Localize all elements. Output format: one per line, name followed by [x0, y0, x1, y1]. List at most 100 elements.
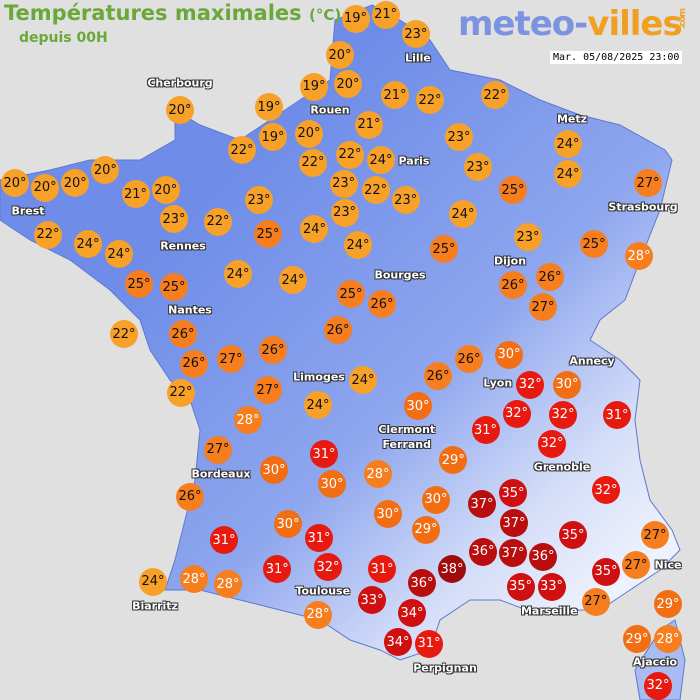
temperature-marker[interactable]: 27°: [204, 435, 232, 464]
temperature-marker[interactable]: 26°: [424, 362, 452, 391]
temperature-marker[interactable]: 37°: [468, 490, 496, 518]
temperature-marker[interactable]: 24°: [300, 215, 329, 243]
temperature-marker[interactable]: 21°: [371, 0, 400, 29]
temperature-marker[interactable]: 38°: [438, 555, 466, 583]
temperature-marker[interactable]: 27°: [217, 345, 245, 373]
temperature-marker[interactable]: 31°: [263, 555, 292, 583]
temperature-marker[interactable]: 24°: [344, 231, 372, 259]
meteo-villes-logo[interactable]: meteo-villes .com: [458, 4, 689, 44]
temperature-marker[interactable]: 27°: [581, 587, 610, 616]
temperature-marker[interactable]: 24°: [139, 567, 167, 596]
temperature-marker[interactable]: 19°: [300, 72, 328, 101]
temperature-marker[interactable]: 32°: [549, 400, 577, 429]
temperature-marker[interactable]: 27°: [634, 169, 662, 197]
temperature-marker[interactable]: 34°: [384, 628, 412, 657]
temperature-marker[interactable]: 24°: [349, 366, 377, 394]
temperature-marker[interactable]: 23°: [401, 20, 430, 48]
temperature-marker[interactable]: 33°: [537, 572, 566, 601]
temperature-marker[interactable]: 37°: [499, 539, 527, 568]
temperature-marker[interactable]: 24°: [105, 240, 133, 268]
temperature-marker[interactable]: 29°: [412, 515, 440, 544]
temperature-marker[interactable]: 23°: [245, 186, 273, 214]
temperature-marker[interactable]: 35°: [499, 479, 527, 508]
temperature-marker[interactable]: 21°: [355, 110, 383, 139]
temperature-marker[interactable]: 26°: [176, 482, 204, 511]
temperature-marker[interactable]: 36°: [408, 569, 436, 598]
temperature-marker[interactable]: 31°: [603, 401, 631, 429]
temperature-marker[interactable]: 28°: [304, 600, 332, 629]
temperature-marker[interactable]: 35°: [559, 521, 587, 549]
temperature-marker[interactable]: 30°: [274, 510, 302, 538]
temperature-marker[interactable]: 30°: [495, 340, 523, 369]
temperature-marker[interactable]: 20°: [295, 119, 323, 148]
temperature-marker[interactable]: 22°: [299, 148, 327, 177]
temperature-marker[interactable]: 31°: [305, 524, 333, 553]
temperature-marker[interactable]: 26°: [499, 271, 527, 299]
temperature-marker[interactable]: 34°: [398, 599, 426, 628]
temperature-marker[interactable]: 23°: [514, 223, 542, 251]
temperature-marker[interactable]: 24°: [554, 160, 582, 188]
temperature-marker[interactable]: 22°: [481, 81, 509, 109]
temperature-marker[interactable]: 36°: [469, 537, 497, 566]
temperature-marker[interactable]: 32°: [516, 370, 545, 399]
temperature-marker[interactable]: 20°: [166, 96, 194, 124]
temperature-marker[interactable]: 19°: [341, 4, 370, 33]
temperature-marker[interactable]: 37°: [500, 509, 528, 538]
temperature-marker[interactable]: 22°: [204, 207, 232, 236]
temperature-marker[interactable]: 22°: [167, 378, 195, 407]
temperature-marker[interactable]: 36°: [529, 542, 557, 571]
temperature-marker[interactable]: 26°: [259, 336, 287, 364]
temperature-marker[interactable]: 28°: [234, 406, 262, 434]
temperature-marker[interactable]: 23°: [329, 169, 358, 198]
temperature-marker[interactable]: 28°: [654, 625, 682, 654]
temperature-marker[interactable]: 27°: [254, 376, 282, 404]
temperature-marker[interactable]: 26°: [169, 320, 197, 349]
temperature-marker[interactable]: 23°: [330, 198, 359, 227]
temperature-marker[interactable]: 22°: [34, 220, 62, 249]
temperature-marker[interactable]: 31°: [415, 629, 443, 658]
temperature-marker[interactable]: 25°: [337, 280, 365, 308]
temperature-marker[interactable]: 24°: [224, 260, 252, 288]
temperature-marker[interactable]: 22°: [416, 86, 444, 114]
temperature-marker[interactable]: 19°: [255, 93, 283, 121]
temperature-marker[interactable]: 32°: [538, 429, 566, 458]
temperature-marker[interactable]: 30°: [553, 370, 581, 399]
temperature-marker[interactable]: 22°: [361, 176, 390, 204]
temperature-marker[interactable]: 24°: [367, 146, 395, 174]
temperature-marker[interactable]: 32°: [502, 399, 531, 428]
temperature-marker[interactable]: 20°: [31, 173, 60, 202]
temperature-marker[interactable]: 29°: [654, 590, 682, 618]
temperature-marker[interactable]: 21°: [381, 81, 409, 110]
temperature-marker[interactable]: 25°: [125, 270, 153, 298]
temperature-marker[interactable]: 25°: [160, 273, 188, 302]
temperature-marker[interactable]: 30°: [422, 485, 450, 514]
temperature-marker[interactable]: 28°: [214, 570, 242, 598]
temperature-marker[interactable]: 25°: [430, 235, 458, 263]
temperature-marker[interactable]: 27°: [529, 293, 557, 321]
temperature-marker[interactable]: 25°: [580, 230, 608, 258]
temperature-marker[interactable]: 35°: [506, 572, 535, 601]
temperature-marker[interactable]: 23°: [391, 186, 420, 214]
temperature-marker[interactable]: 21°: [121, 180, 150, 208]
temperature-marker[interactable]: 31°: [310, 440, 338, 468]
temperature-marker[interactable]: 29°: [623, 625, 651, 654]
temperature-marker[interactable]: 30°: [374, 500, 402, 528]
temperature-marker[interactable]: 22°: [336, 140, 364, 169]
temperature-marker[interactable]: 26°: [368, 290, 396, 318]
temperature-marker[interactable]: 31°: [471, 416, 500, 444]
temperature-marker[interactable]: 22°: [110, 320, 138, 348]
temperature-marker[interactable]: 20°: [61, 169, 90, 197]
temperature-marker[interactable]: 25°: [499, 176, 527, 204]
temperature-marker[interactable]: 32°: [644, 671, 672, 700]
temperature-marker[interactable]: 30°: [404, 392, 432, 421]
temperature-marker[interactable]: 24°: [279, 266, 307, 294]
temperature-marker[interactable]: 20°: [151, 176, 180, 204]
temperature-marker[interactable]: 25°: [254, 220, 282, 248]
temperature-marker[interactable]: 26°: [536, 263, 564, 291]
temperature-marker[interactable]: 20°: [91, 156, 120, 184]
temperature-marker[interactable]: 19°: [259, 123, 287, 151]
temperature-marker[interactable]: 24°: [304, 391, 332, 419]
temperature-marker[interactable]: 20°: [334, 70, 362, 99]
temperature-marker[interactable]: 30°: [260, 456, 288, 484]
temperature-marker[interactable]: 28°: [180, 565, 208, 593]
